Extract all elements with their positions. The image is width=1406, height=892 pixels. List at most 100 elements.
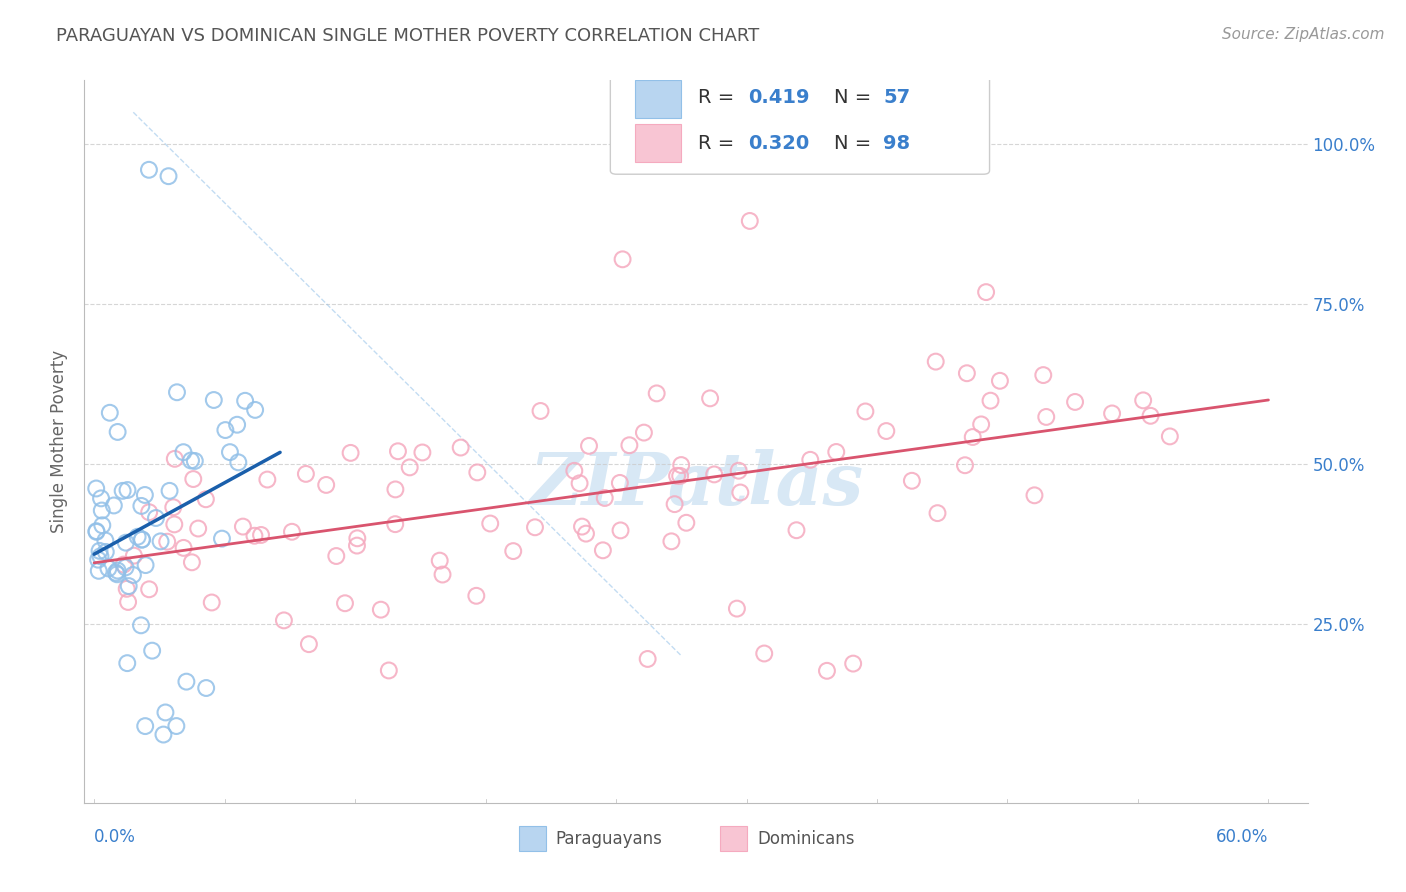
Point bbox=[165, 719, 187, 733]
Point bbox=[524, 520, 547, 534]
FancyBboxPatch shape bbox=[720, 826, 748, 851]
Point bbox=[219, 445, 242, 459]
Point bbox=[429, 554, 451, 568]
Point bbox=[226, 417, 249, 432]
Point bbox=[162, 500, 184, 515]
Point bbox=[243, 403, 266, 417]
Point bbox=[529, 404, 551, 418]
Point bbox=[333, 596, 356, 610]
Point bbox=[155, 706, 177, 720]
Point bbox=[90, 491, 112, 506]
Point bbox=[730, 485, 752, 500]
Point bbox=[815, 664, 838, 678]
Point bbox=[107, 564, 129, 578]
Point bbox=[103, 499, 125, 513]
Point bbox=[675, 516, 697, 530]
Point bbox=[295, 467, 318, 481]
Point bbox=[214, 423, 236, 437]
Point bbox=[134, 719, 156, 733]
Point bbox=[953, 458, 976, 473]
Point bbox=[131, 533, 153, 547]
Point bbox=[135, 558, 157, 573]
Point bbox=[619, 438, 641, 452]
Point bbox=[855, 404, 877, 418]
Point bbox=[233, 393, 256, 408]
Point bbox=[450, 441, 472, 455]
Point bbox=[98, 406, 121, 420]
Point bbox=[89, 549, 111, 564]
Point bbox=[256, 473, 278, 487]
Point bbox=[273, 613, 295, 627]
Point bbox=[927, 506, 949, 520]
Point bbox=[94, 533, 117, 548]
Point bbox=[138, 505, 160, 519]
Text: R =: R = bbox=[699, 134, 741, 153]
Point bbox=[725, 601, 748, 615]
Point bbox=[172, 445, 194, 459]
Point bbox=[105, 567, 128, 582]
Point bbox=[1159, 429, 1181, 443]
Point bbox=[925, 354, 948, 368]
Point bbox=[129, 618, 152, 632]
Point bbox=[315, 478, 337, 492]
Point bbox=[970, 417, 993, 432]
Point bbox=[593, 491, 616, 505]
Point bbox=[163, 451, 186, 466]
Point bbox=[97, 561, 120, 575]
Point bbox=[346, 531, 368, 545]
Point bbox=[592, 543, 614, 558]
Point bbox=[187, 522, 209, 536]
Point bbox=[115, 535, 138, 549]
Point bbox=[232, 519, 254, 533]
Point bbox=[387, 444, 409, 458]
Point bbox=[901, 474, 924, 488]
Point bbox=[166, 385, 188, 400]
Point bbox=[699, 392, 721, 406]
Point bbox=[799, 452, 821, 467]
Point bbox=[962, 430, 984, 444]
Text: N =: N = bbox=[834, 88, 877, 107]
Y-axis label: Single Mother Poverty: Single Mother Poverty bbox=[51, 350, 69, 533]
Point bbox=[979, 393, 1001, 408]
Point bbox=[84, 482, 107, 496]
Point bbox=[568, 476, 591, 491]
Point bbox=[578, 439, 600, 453]
Point bbox=[159, 483, 181, 498]
Point bbox=[176, 674, 198, 689]
Point bbox=[842, 657, 865, 671]
Point bbox=[173, 541, 195, 555]
Point bbox=[157, 169, 180, 184]
Point bbox=[145, 511, 167, 525]
Point bbox=[571, 519, 593, 533]
Point bbox=[370, 602, 392, 616]
Point bbox=[703, 467, 725, 482]
Text: 0.419: 0.419 bbox=[748, 88, 810, 107]
Point bbox=[956, 366, 979, 380]
Point bbox=[346, 539, 368, 553]
Point bbox=[112, 558, 135, 572]
Text: 98: 98 bbox=[883, 134, 910, 153]
FancyBboxPatch shape bbox=[610, 70, 990, 174]
Text: 57: 57 bbox=[883, 88, 910, 107]
Point bbox=[117, 656, 139, 670]
Text: Paraguayans: Paraguayans bbox=[555, 830, 662, 848]
Point bbox=[785, 523, 807, 537]
Point bbox=[152, 727, 174, 741]
Point bbox=[1101, 407, 1123, 421]
Point bbox=[226, 455, 249, 469]
Text: 0.320: 0.320 bbox=[748, 134, 810, 153]
Point bbox=[1024, 488, 1046, 502]
Point bbox=[86, 524, 108, 539]
Point bbox=[115, 582, 138, 596]
Text: Source: ZipAtlas.com: Source: ZipAtlas.com bbox=[1222, 27, 1385, 42]
Point bbox=[114, 560, 136, 574]
Point bbox=[89, 544, 111, 558]
FancyBboxPatch shape bbox=[636, 124, 682, 162]
Point bbox=[465, 589, 488, 603]
Point bbox=[1035, 409, 1057, 424]
Point bbox=[502, 544, 524, 558]
Point bbox=[163, 517, 186, 532]
Point bbox=[432, 567, 454, 582]
Point bbox=[149, 534, 172, 549]
Point bbox=[645, 386, 668, 401]
